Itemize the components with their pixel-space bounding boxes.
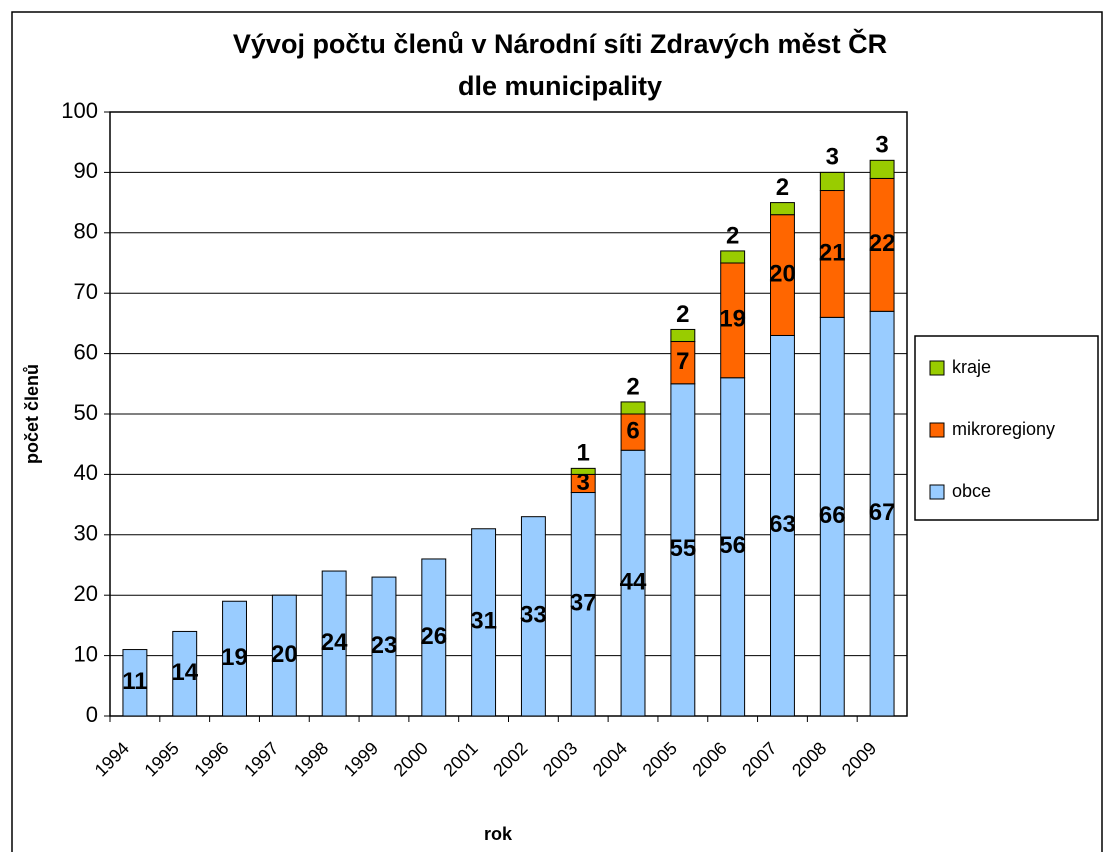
data-label: 63 [769,511,796,538]
y-tick-label: 30 [74,521,98,546]
data-label: 66 [819,502,846,529]
bar-segment [222,600,247,717]
legend-swatch [929,422,945,438]
data-label: 2 [776,174,789,201]
bar-segment [819,171,845,192]
data-label: 31 [470,608,497,635]
data-label: 3 [577,469,590,496]
y-tick-label: 0 [86,702,98,727]
bar-segment [869,159,895,179]
data-label: 19 [719,306,746,333]
bar-segment [770,202,795,216]
y-tick-label: 90 [74,158,98,183]
y-tick-label: 100 [61,98,98,123]
data-label: 55 [669,535,696,562]
data-label: 1 [577,440,590,467]
data-label: 6 [626,417,639,444]
y-tick-label: 40 [74,460,98,485]
y-tick-label: 20 [74,581,98,606]
data-label: 56 [719,532,746,559]
data-label: 67 [869,499,896,526]
bar-segment [271,594,297,717]
bar-segment [471,528,497,717]
bar-segment [720,250,746,264]
legend-label: kraje [952,357,991,377]
bar-segment [520,516,546,717]
legend-label: mikroregiony [952,419,1055,439]
data-label: 14 [171,659,198,686]
data-label: 21 [819,239,846,266]
data-label: 11 [122,668,147,695]
data-label: 3 [875,132,888,159]
data-label: 2 [726,222,739,249]
data-label: 33 [520,602,547,629]
chart-title: Vývoj počtu členů v Národní síti Zdravýc… [233,28,887,59]
data-label: 2 [676,301,689,328]
bar-segment [122,649,148,717]
data-label: 44 [620,568,647,595]
bar-segment [172,630,198,717]
data-label: 23 [371,632,398,659]
y-axis-label: počet členů [22,364,42,464]
legend-swatch [929,484,945,500]
bar-segment [371,576,397,717]
legend-label: obce [952,481,991,501]
data-label: 20 [271,641,298,668]
data-label: 26 [420,623,447,650]
y-tick-label: 60 [74,339,98,364]
legend-swatch [929,360,945,376]
data-label: 2 [626,373,639,400]
bar-segment [620,401,646,415]
bar-segment [670,328,696,343]
y-tick-label: 70 [74,279,98,304]
data-label: 22 [869,230,896,257]
chart-subtitle: dle municipality [458,71,662,101]
y-tick-label: 50 [74,400,98,425]
bar-segment [321,570,347,717]
data-label: 7 [676,348,689,375]
data-label: 19 [221,644,248,671]
data-label: 3 [826,144,839,171]
data-label: 24 [321,629,348,656]
bar-segment [570,467,596,475]
x-axis-label: rok [484,824,513,844]
legend-box [914,335,1099,521]
bar-segment [421,558,447,717]
y-tick-label: 80 [74,219,98,244]
data-label: 37 [570,590,597,617]
data-label: 20 [769,260,796,287]
y-tick-label: 10 [74,641,98,666]
